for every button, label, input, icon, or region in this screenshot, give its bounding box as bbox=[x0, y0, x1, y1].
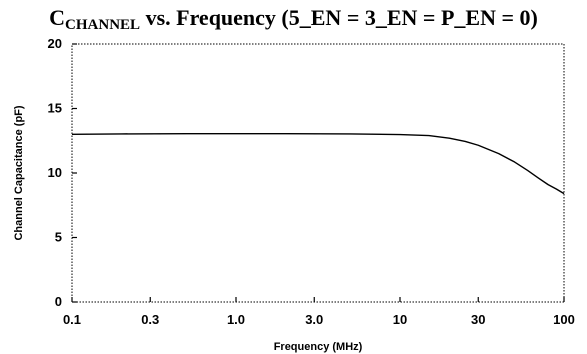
x-tick-label: 0.3 bbox=[141, 312, 159, 327]
y-tick-label: 5 bbox=[55, 230, 62, 245]
x-tick-label: 30 bbox=[471, 312, 485, 327]
x-axis: 0.1 0.3 1.0 3.0 10 30 100 bbox=[63, 297, 575, 327]
plot-area-frame bbox=[71, 43, 565, 303]
title-prefix: C bbox=[49, 5, 66, 30]
x-tick-label: 1.0 bbox=[227, 312, 245, 327]
x-tick-label: 100 bbox=[553, 312, 575, 327]
title-suffix: vs. Frequency (5_EN = 3_EN = P_EN = 0) bbox=[140, 5, 538, 30]
y-axis: 0 5 10 15 20 bbox=[48, 36, 77, 309]
y-tick-label: 0 bbox=[55, 294, 62, 309]
x-axis-label: Frequency (MHz) bbox=[274, 341, 363, 353]
series-line bbox=[71, 132, 565, 195]
y-axis-label: Channel Capacitance (pF) bbox=[13, 105, 25, 240]
y-tick-label: 10 bbox=[48, 165, 62, 180]
y-tick-label: 15 bbox=[48, 101, 62, 116]
y-tick-label: 20 bbox=[48, 36, 62, 51]
x-tick-label: 3.0 bbox=[305, 312, 323, 327]
x-tick-label: 0.1 bbox=[63, 312, 81, 327]
x-tick-label: 10 bbox=[393, 312, 407, 327]
series-group bbox=[71, 132, 565, 195]
chart-title: CCHANNEL vs. Frequency (5_EN = 3_EN = P_… bbox=[0, 0, 587, 36]
title-subscript: CHANNEL bbox=[65, 17, 141, 33]
